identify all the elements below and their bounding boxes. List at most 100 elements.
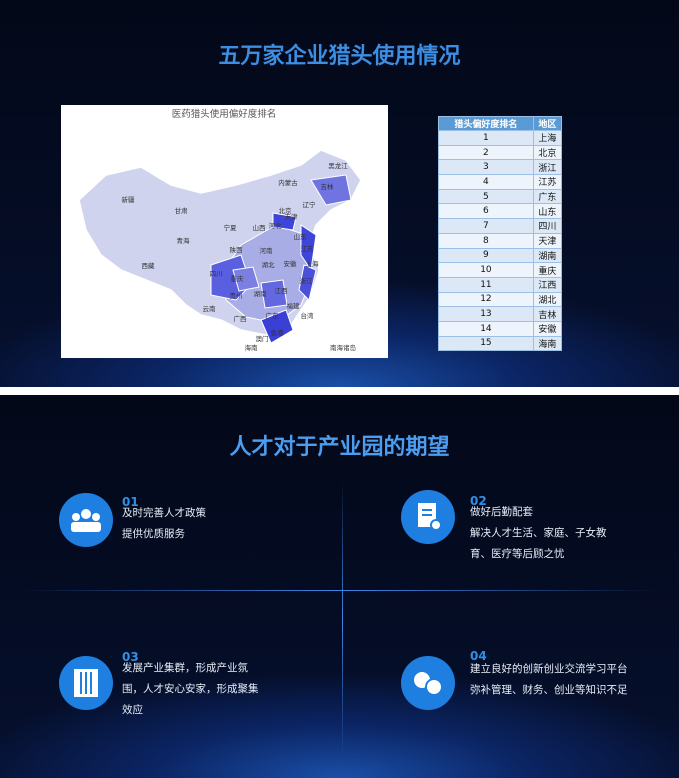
table-row: 4 江苏 — [438, 174, 563, 190]
map-label: 海南 — [245, 343, 259, 352]
icon-document — [401, 490, 455, 544]
map-label: 山东 — [294, 232, 308, 241]
table-row: 8 天津 — [438, 232, 563, 249]
map-label: 江苏 — [301, 244, 315, 253]
map-label: 吉林 — [321, 182, 335, 191]
icons — [59, 490, 455, 710]
table-row: 12 湖北 — [438, 291, 563, 308]
map-label: 南海诸岛 — [330, 343, 356, 352]
item-number: 04 — [470, 649, 487, 663]
table-row: 6 山东 — [438, 203, 563, 220]
map-label: 山西 — [253, 223, 267, 232]
map-label: 湖南 — [254, 289, 268, 298]
map-label: 内蒙古 — [278, 178, 298, 187]
icon-people — [59, 493, 113, 547]
table-cell: 湖北 — [532, 291, 563, 308]
table-cell: 1 — [438, 130, 534, 146]
table-row: 7 四川 — [438, 218, 563, 234]
map-label: 上海 — [306, 259, 320, 268]
map-label: 广西 — [234, 314, 248, 323]
item-line: 及时完善人才政策 — [122, 507, 206, 519]
map-label: 新疆 — [122, 195, 136, 204]
divider — [342, 480, 343, 760]
map-label: 贵州 — [230, 291, 243, 300]
map-label: 河北 — [269, 222, 283, 230]
table-row: 15 海南 — [438, 335, 563, 352]
item-line: 建立良好的创新创业交流学习平台 — [470, 663, 628, 675]
table-cell: 广东 — [532, 188, 563, 205]
map-label: 安徽 — [284, 259, 298, 268]
table-header: 地区 — [532, 116, 563, 131]
table-cell: 四川 — [532, 218, 563, 234]
icon-money — [401, 656, 455, 710]
table-row: 2 北京 — [438, 144, 563, 161]
map-label: 重庆 — [231, 274, 245, 283]
map-label: 北京 — [279, 206, 293, 215]
item-line: 效应 — [122, 704, 143, 716]
table-cell: 12 — [438, 291, 534, 308]
item-line: 发展产业集群，形成产业氛 — [122, 662, 248, 674]
item-line: 围，人才安心安家，形成聚集 — [122, 683, 259, 695]
table-cell: 6 — [438, 203, 534, 220]
item-line: 育、医疗等后顾之忧 — [470, 548, 565, 560]
item-line: 弥补管理、财务、创业等知识不足 — [470, 684, 628, 696]
item-line: 提供优质服务 — [122, 528, 185, 540]
map-label: 江西 — [275, 287, 289, 295]
item-text: 发展产业集群，形成产业氛 围，人才安心安家，形成聚集 效应 — [122, 658, 259, 721]
map-label: 云南 — [203, 304, 217, 313]
map-label: 天津 — [285, 213, 299, 221]
item-number: 03 — [122, 650, 139, 664]
map-label: 香港 — [271, 328, 285, 337]
table-row: 9 湖南 — [438, 247, 563, 264]
slide: 五万家企业猎头使用情况 医药猎头使用偏好度排名 新疆 西藏 青海 甘肃 内蒙古 黑龙江 吉林… — [0, 0, 679, 387]
divider — [20, 590, 660, 591]
map-label: 台湾 — [301, 311, 315, 320]
map-label: 福建 — [287, 301, 301, 310]
map-title: 医药猎头使用偏好度排名 — [172, 108, 277, 120]
table-cell: 安徽 — [532, 320, 563, 337]
item-line: 解决人才生活、家庭、子女教 — [470, 527, 607, 539]
table-cell: 5 — [438, 188, 534, 205]
table-cell: 天津 — [532, 232, 563, 249]
item-number: 01 — [122, 495, 139, 509]
table-cell: 江苏 — [532, 174, 563, 190]
map-label: 陕西 — [230, 245, 244, 254]
table-cell: 江西 — [532, 276, 563, 293]
table-cell: 14 — [438, 320, 534, 337]
map-label: 黑龙江 — [328, 161, 348, 170]
table-row: 11 江西 — [438, 276, 563, 293]
table-row: 10 重庆 — [438, 262, 563, 278]
slide-title: 五万家企业猎头使用情况 — [218, 44, 461, 69]
table-row: 3 浙江 — [438, 159, 563, 176]
table-cell: 9 — [438, 247, 534, 264]
table-cell: 北京 — [532, 144, 563, 161]
item-line: 做好后勤配套 — [470, 506, 533, 518]
table-row: 13 吉林 — [438, 306, 563, 322]
icon-building — [59, 656, 113, 710]
table-row: 14 安徽 — [438, 320, 563, 337]
table-cell: 15 — [438, 335, 534, 352]
item-text: 建立良好的创新创业交流学习平台 弥补管理、财务、创业等知识不足 — [470, 659, 628, 701]
slide: 人才对于产业园的期望 01 及时完善人才政策 提供优质服务 02 做好后勤配套 解决人才生… — [0, 395, 679, 778]
table-cell: 2 — [438, 144, 534, 161]
map-label: 宁夏 — [224, 223, 238, 232]
map-label: 浙江 — [300, 276, 314, 285]
map-label: 广东 — [266, 311, 280, 320]
table-cell: 10 — [438, 262, 534, 278]
map-label: 河南 — [260, 246, 274, 255]
map-label: 西藏 — [142, 261, 156, 270]
table-cell: 山东 — [532, 203, 563, 220]
table-cell: 8 — [438, 232, 534, 249]
table-cell: 湖南 — [532, 247, 563, 264]
table-row: 5 广东 — [438, 188, 563, 205]
map-label: 四川 — [210, 270, 223, 278]
item-text: 做好后勤配套解决人才生活、家庭、子女教 育、医疗等后顾之忧 — [470, 502, 607, 565]
table-cell: 上海 — [532, 130, 563, 146]
slide-title: 人才对于产业园的期望 — [229, 435, 450, 460]
map-label: 澳门 — [256, 334, 269, 343]
item-text: 及时完善人才政策 提供优质服务 — [122, 503, 206, 545]
map-label: 甘肃 — [175, 206, 189, 215]
table-cell: 11 — [438, 276, 534, 293]
